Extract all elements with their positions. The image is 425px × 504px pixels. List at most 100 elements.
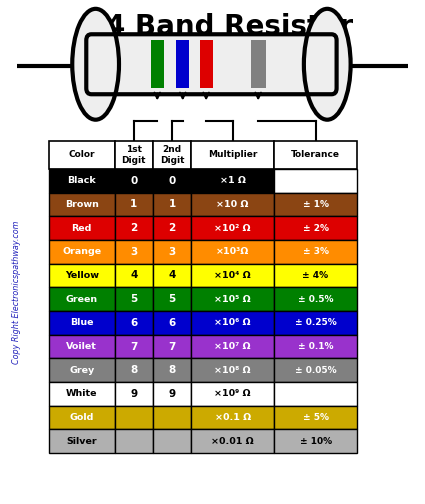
- Bar: [49, 335, 115, 358]
- Text: ×10⁸ Ω: ×10⁸ Ω: [215, 366, 251, 374]
- Text: ± 10%: ± 10%: [300, 437, 332, 446]
- Bar: [191, 216, 274, 240]
- Bar: [274, 358, 357, 382]
- Text: 2: 2: [130, 223, 138, 233]
- Text: 7: 7: [168, 342, 176, 351]
- Text: ± 0.25%: ± 0.25%: [295, 319, 337, 327]
- Bar: [153, 193, 191, 216]
- Bar: [274, 264, 357, 287]
- Bar: [191, 193, 274, 216]
- Bar: [153, 287, 191, 311]
- Text: 3: 3: [130, 247, 138, 257]
- Bar: [274, 287, 357, 311]
- Text: 0: 0: [130, 176, 138, 185]
- Bar: [191, 169, 274, 193]
- Text: Tolerance: Tolerance: [291, 151, 340, 159]
- Text: White: White: [66, 390, 98, 398]
- Bar: [153, 216, 191, 240]
- Text: ± 0.5%: ± 0.5%: [298, 295, 333, 303]
- Bar: [274, 141, 357, 169]
- Bar: [115, 358, 153, 382]
- Bar: [153, 429, 191, 453]
- Text: 3: 3: [168, 247, 176, 257]
- Text: ×0.01 Ω: ×0.01 Ω: [211, 437, 254, 446]
- Text: ×10⁷ Ω: ×10⁷ Ω: [215, 342, 251, 351]
- Text: 8: 8: [168, 365, 176, 375]
- Bar: [274, 335, 357, 358]
- Text: 6: 6: [130, 318, 138, 328]
- Text: 2: 2: [168, 223, 176, 233]
- Bar: [49, 358, 115, 382]
- Bar: [115, 216, 153, 240]
- Bar: [49, 264, 115, 287]
- Bar: [49, 193, 115, 216]
- Text: ± 0.1%: ± 0.1%: [298, 342, 333, 351]
- Bar: [191, 406, 274, 429]
- Text: Blue: Blue: [70, 319, 94, 327]
- Bar: [153, 406, 191, 429]
- Text: Color: Color: [68, 151, 95, 159]
- Bar: [49, 429, 115, 453]
- Bar: [274, 216, 357, 240]
- Bar: [274, 193, 357, 216]
- Bar: [49, 141, 115, 169]
- Text: ×10⁵ Ω: ×10⁵ Ω: [214, 295, 251, 303]
- Text: Orange: Orange: [62, 247, 102, 256]
- Bar: [191, 141, 274, 169]
- Text: 2nd
Digit: 2nd Digit: [160, 145, 184, 165]
- Bar: [49, 240, 115, 264]
- Bar: [153, 240, 191, 264]
- Bar: [191, 287, 274, 311]
- Text: 1: 1: [130, 200, 138, 209]
- Text: Multiplier: Multiplier: [208, 151, 258, 159]
- Text: Voilet: Voilet: [66, 342, 97, 351]
- Text: ± 0.05%: ± 0.05%: [295, 366, 336, 374]
- Text: ×10² Ω: ×10² Ω: [215, 224, 251, 232]
- Text: 4 Band Resistor: 4 Band Resistor: [106, 13, 353, 41]
- Ellipse shape: [304, 9, 351, 120]
- Text: Yellow: Yellow: [65, 271, 99, 280]
- Text: Green: Green: [66, 295, 98, 303]
- Bar: [191, 240, 274, 264]
- Text: ± 3%: ± 3%: [303, 247, 329, 256]
- Bar: [115, 193, 153, 216]
- Bar: [115, 335, 153, 358]
- Text: ± 2%: ± 2%: [303, 224, 329, 232]
- Bar: [49, 311, 115, 335]
- Bar: [49, 169, 115, 193]
- Bar: [153, 358, 191, 382]
- Text: 1st
Digit: 1st Digit: [122, 145, 146, 165]
- Text: Brown: Brown: [65, 200, 99, 209]
- Bar: [200, 40, 212, 88]
- Bar: [191, 335, 274, 358]
- Bar: [49, 406, 115, 429]
- Bar: [153, 311, 191, 335]
- Bar: [153, 382, 191, 406]
- Bar: [115, 264, 153, 287]
- Bar: [115, 141, 153, 169]
- Bar: [115, 287, 153, 311]
- Bar: [115, 382, 153, 406]
- Bar: [115, 406, 153, 429]
- Text: ×10⁹ Ω: ×10⁹ Ω: [215, 390, 251, 398]
- Bar: [191, 264, 274, 287]
- Bar: [274, 406, 357, 429]
- Text: ×10 Ω: ×10 Ω: [216, 200, 249, 209]
- Text: ×10³Ω: ×10³Ω: [216, 247, 249, 256]
- Text: Silver: Silver: [66, 437, 97, 446]
- Bar: [153, 335, 191, 358]
- Text: 0: 0: [168, 176, 176, 185]
- Bar: [49, 287, 115, 311]
- Text: 9: 9: [169, 389, 176, 399]
- Text: ×10⁴ Ω: ×10⁴ Ω: [214, 271, 251, 280]
- Bar: [115, 169, 153, 193]
- Text: Grey: Grey: [69, 366, 94, 374]
- Text: 9: 9: [130, 389, 137, 399]
- Bar: [49, 216, 115, 240]
- Text: ×1 Ω: ×1 Ω: [220, 176, 246, 185]
- Text: 1: 1: [168, 200, 176, 209]
- Bar: [115, 429, 153, 453]
- Ellipse shape: [72, 9, 119, 120]
- Bar: [191, 382, 274, 406]
- Text: ± 4%: ± 4%: [303, 271, 329, 280]
